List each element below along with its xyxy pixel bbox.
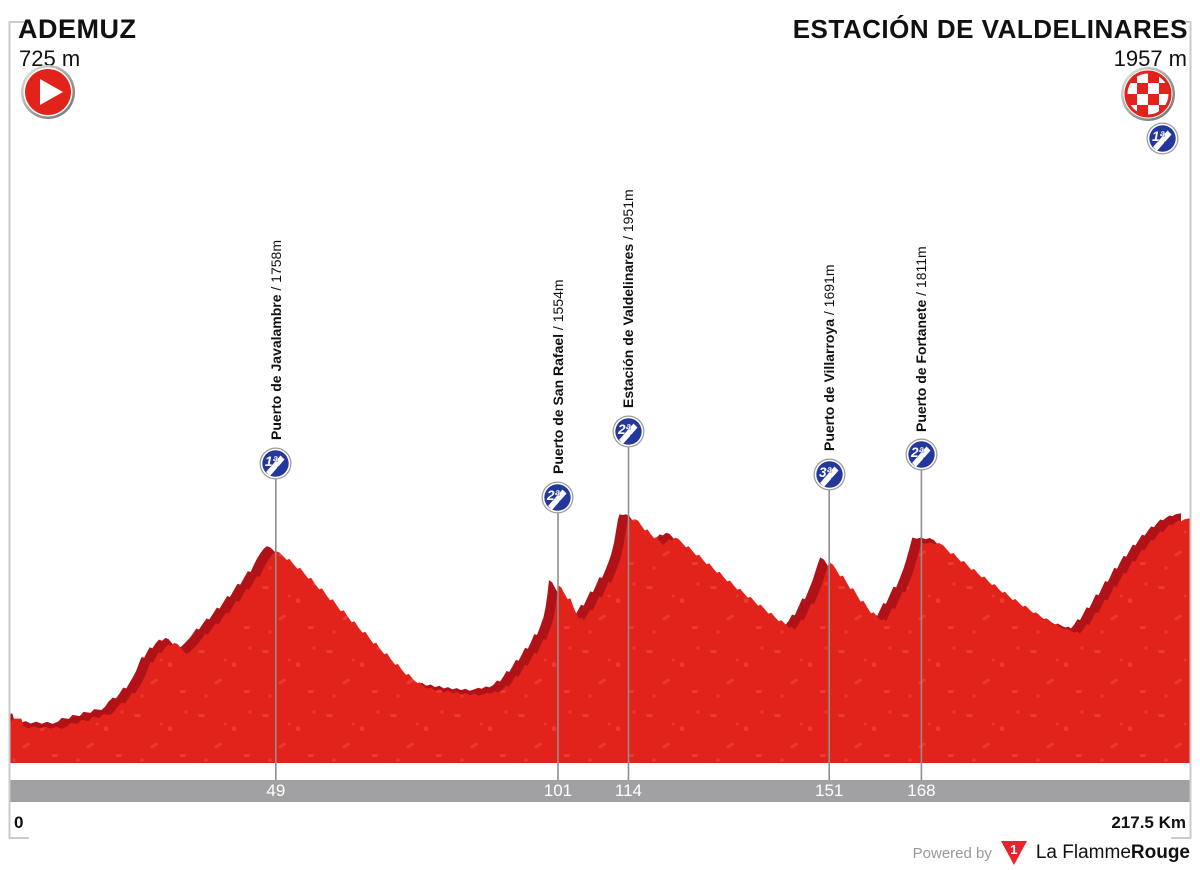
frame-left bbox=[8, 21, 29, 839]
brand-name-bold: Rouge bbox=[1130, 842, 1190, 863]
climb-label: Puerto de Javalambre / 1758m bbox=[268, 240, 284, 440]
km-total-label: 217.5 Km bbox=[1111, 813, 1186, 832]
badge-swoosh bbox=[618, 423, 638, 444]
km-tick-label: 151 bbox=[815, 781, 844, 800]
km-tick-label: 114 bbox=[614, 781, 643, 800]
la-flamme-rouge-flag-icon[interactable]: 1 bbox=[1000, 841, 1027, 865]
frame-right bbox=[1171, 21, 1192, 839]
climb-label: Puerto de Fortanete / 1811m bbox=[913, 246, 929, 432]
svg-text:1ª: 1ª bbox=[265, 454, 279, 469]
badge-swoosh bbox=[548, 489, 567, 510]
profile-texture bbox=[10, 518, 1190, 763]
climb-name: Puerto de Javalambre bbox=[267, 294, 284, 441]
climb-category-badge: 3ª bbox=[813, 458, 846, 491]
finish-town-name: ESTACIÓN DE VALDELINARES bbox=[792, 14, 1188, 44]
svg-text:2ª: 2ª bbox=[910, 445, 925, 460]
climb-label: Estación de Valdelinares / 1951m bbox=[620, 190, 636, 409]
brand-name-regular: La Flamme bbox=[1035, 842, 1131, 863]
climb-altitude: / 1951m bbox=[620, 189, 637, 245]
km-start-label: 0 bbox=[14, 813, 24, 832]
svg-text:3ª: 3ª bbox=[819, 465, 833, 480]
distance-axis-bar bbox=[10, 780, 1190, 802]
km-tick-label: 49 bbox=[266, 781, 286, 800]
badge-swoosh bbox=[911, 446, 931, 468]
svg-text:2ª: 2ª bbox=[617, 422, 632, 437]
svg-text:1ª: 1ª bbox=[1152, 129, 1166, 144]
climb-altitude: / 1554m bbox=[549, 279, 566, 335]
climb-label: Puerto de San Rafael / 1554m bbox=[550, 280, 566, 475]
finish-altitude: 1957 m bbox=[1113, 46, 1187, 71]
badge-swoosh bbox=[266, 455, 285, 476]
climb-name: Puerto de Fortanete bbox=[913, 299, 930, 432]
brand-number: 1 bbox=[1010, 842, 1018, 857]
powered-by-text: Powered by bbox=[912, 844, 992, 862]
climb-name: Puerto de Villarroya bbox=[821, 319, 838, 452]
svg-text:2ª: 2ª bbox=[546, 488, 561, 503]
la-flamme-rouge-wordmark[interactable]: La FlammeRouge bbox=[1036, 842, 1190, 864]
climb-category-badge: 2ª bbox=[541, 481, 574, 514]
finish-category-badge: 1ª bbox=[1146, 122, 1179, 155]
climb-name: Estación de Valdelinares bbox=[620, 244, 637, 409]
climb-name: Puerto de San Rafael bbox=[549, 334, 566, 475]
climb-category-badge: 1ª bbox=[259, 447, 292, 480]
play-triangle-icon bbox=[40, 79, 63, 105]
finish-checkered-icon bbox=[1121, 67, 1175, 121]
badge-swoosh bbox=[819, 466, 839, 487]
climb-category-badge: 2ª bbox=[612, 415, 645, 448]
climb-altitude: / 1758m bbox=[267, 240, 284, 295]
start-depart-icon bbox=[21, 65, 75, 119]
climb-altitude: / 1691m bbox=[821, 264, 838, 320]
climb-label: Puerto de Villarroya / 1691m bbox=[821, 265, 837, 452]
climb-altitude: / 1811m bbox=[913, 245, 930, 300]
km-tick-label: 168 bbox=[907, 781, 936, 800]
km-tick-label: 101 bbox=[543, 781, 573, 800]
red-pennant-shape bbox=[1000, 841, 1027, 865]
powered-by-row: Powered by 1 La FlammeRouge bbox=[913, 840, 1190, 866]
profile-area bbox=[10, 513, 1190, 763]
climb-category-badge: 2ª bbox=[905, 438, 938, 471]
badge-swoosh bbox=[1153, 130, 1172, 151]
start-town-name: ADEMUZ bbox=[18, 14, 137, 44]
